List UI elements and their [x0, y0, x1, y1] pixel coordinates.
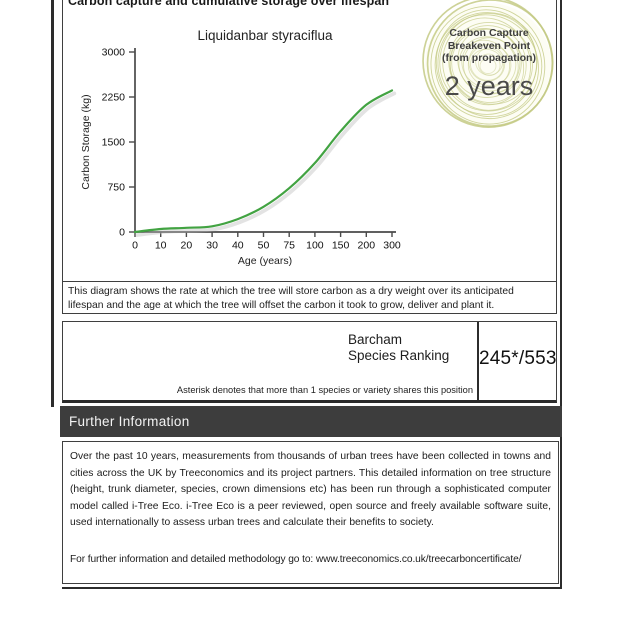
document-frame-left-border — [51, 0, 54, 407]
y-tick-label: 750 — [107, 182, 125, 194]
chart-description-text: This diagram shows the rate at which the… — [68, 286, 514, 311]
section-title: Carbon capture and cumulative storage ov… — [68, 0, 390, 8]
badge-label-line2: Breakeven Point — [447, 39, 531, 52]
tree-ring — [467, 44, 512, 87]
y-tick-label: 1500 — [102, 137, 126, 149]
carbon-storage-curve — [133, 89, 394, 234]
tree-ring — [422, 0, 554, 128]
y-tick-label: 0 — [119, 227, 125, 239]
y-tick-label: 3000 — [102, 47, 126, 59]
curve-shadow — [135, 91, 397, 237]
further-information-paragraph: Over the past 10 years, measurements fro… — [70, 451, 551, 529]
x-tick-label: 300 — [383, 240, 401, 252]
tree-ring — [477, 53, 501, 76]
y-axis-label: Carbon Storage (kg) — [80, 94, 92, 190]
tree-ring — [461, 39, 511, 88]
ranking-label: Barcham Species Ranking — [348, 332, 449, 363]
x-tick-label: 100 — [306, 240, 324, 252]
species-ranking-box: Barcham Species Ranking 245*/553 Asteris… — [62, 321, 557, 403]
chart-title: Liquidanbar styraciflua — [197, 28, 333, 43]
x-tick-label: 0 — [132, 240, 138, 252]
tree-ring — [462, 37, 517, 92]
tree-ring — [442, 17, 532, 111]
further-information-box: Over the past 10 years, measurements fro… — [62, 441, 559, 584]
tree-ring — [434, 12, 543, 120]
tree-ring — [430, 6, 546, 125]
ranking-label-line1: Barcham — [348, 332, 403, 347]
further-information-header-bar: Further Information — [60, 406, 562, 437]
tree-ring — [437, 14, 539, 118]
y-tick-label: 2250 — [102, 92, 126, 104]
x-tick-label: 10 — [155, 240, 167, 252]
ranking-value: 245*/553 — [479, 348, 557, 369]
tree-ring — [457, 28, 521, 95]
x-tick-label: 200 — [358, 240, 376, 252]
tree-ring — [435, 9, 538, 115]
carbon-storage-line-chart: 0 750 1500 2250 3000 0 10 20 30 40 50 75 100 150 200 30… — [102, 47, 401, 252]
ranking-footnote: Asterisk denotes that more than 1 specie… — [176, 385, 473, 395]
tree-ring — [470, 48, 504, 81]
x-tick-label: 30 — [206, 240, 218, 252]
x-tick-label: 75 — [283, 240, 295, 252]
ranking-label-line2: Species Ranking — [348, 347, 450, 363]
description-divider — [62, 281, 557, 282]
methodology-link-text: For further information and detailed met… — [70, 554, 522, 565]
ranking-cell-divider — [477, 322, 479, 400]
x-tick-label: 40 — [232, 240, 244, 252]
tree-ring — [479, 57, 497, 74]
x-tick-label: 20 — [181, 240, 193, 252]
badge-label-line3: (from propagation) — [442, 52, 536, 64]
x-tick-label: 150 — [332, 240, 350, 252]
tree-rings-badge-icon — [422, 0, 554, 128]
x-tick-label: 50 — [258, 240, 270, 252]
further-information-title: Further Information — [69, 414, 190, 429]
badge-label-line1: Carbon Capture — [449, 27, 529, 39]
breakeven-badge: Carbon Capture Breakeven Point (from pro… — [424, 27, 554, 100]
tree-ring — [468, 43, 506, 82]
document-frame-bottom-border — [62, 586, 562, 589]
x-axis-label: Age (years) — [237, 255, 293, 267]
tree-ring — [475, 47, 504, 76]
document-frame-right-border — [559, 0, 562, 589]
breakeven-years-value: 2 years — [444, 70, 534, 101]
